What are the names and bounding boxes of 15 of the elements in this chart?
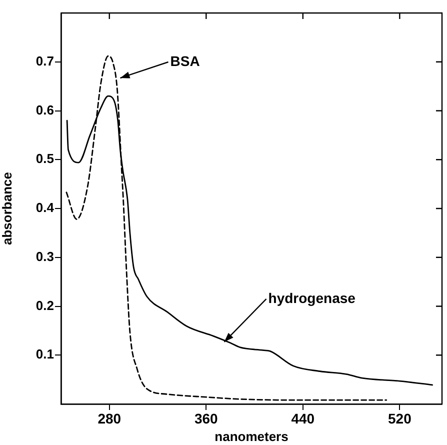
y-axis-title: absorbance <box>0 172 14 245</box>
x-tick-label: 360 <box>194 410 218 426</box>
y-tick-label: 0.6 <box>36 102 54 118</box>
x-axis-title: nanometers <box>214 428 288 444</box>
y-tick-label: 0.1 <box>36 346 54 362</box>
y-tick-label: 0.7 <box>36 53 54 68</box>
y-tick-label: 0.3 <box>36 248 54 264</box>
y-tick-label: 0.2 <box>36 298 54 313</box>
x-tick-label: 520 <box>388 410 412 426</box>
x-tick-label: 280 <box>98 410 122 426</box>
y-tick-label: 0.5 <box>36 151 54 166</box>
x-tick-label: 440 <box>291 410 315 426</box>
annotation: BSA <box>170 52 200 69</box>
annotation: hydrogenase <box>268 290 356 306</box>
y-tick-label: 0.4 <box>36 200 55 216</box>
